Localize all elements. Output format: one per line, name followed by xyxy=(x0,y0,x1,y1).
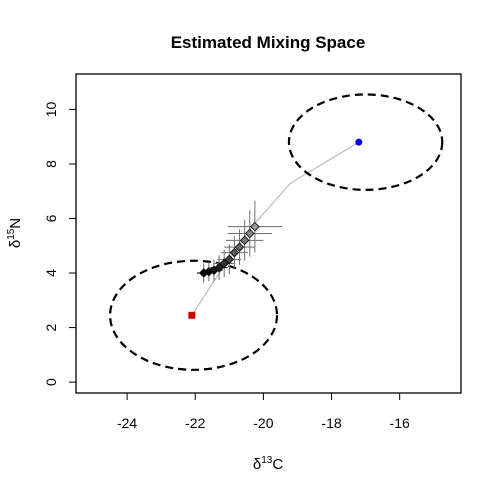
y-axis-label: δ15N xyxy=(6,218,24,248)
consumer-4-point xyxy=(214,262,224,273)
y-axis-label-element: N xyxy=(7,218,24,229)
y-tick-label: 8 xyxy=(43,160,59,168)
x-tick-label: -20 xyxy=(253,415,273,431)
consumer-8-point xyxy=(234,242,245,252)
x-axis-label: δ13C xyxy=(253,455,283,473)
consumer-11-point xyxy=(250,221,260,232)
y-axis-label-symbol: δ xyxy=(7,240,24,248)
plot-region xyxy=(108,93,444,371)
x-axis: -24 -22 -20 -18 -16 xyxy=(117,392,410,431)
y-axis: 0 2 4 6 8 10 xyxy=(43,101,77,386)
consumer-5-point xyxy=(219,258,229,269)
source-1-point xyxy=(188,311,196,319)
consumer-6-point xyxy=(224,254,235,265)
source-1-ellipse xyxy=(108,259,279,371)
y-axis-label-superscript: 15 xyxy=(6,228,17,240)
y-tick-label: 6 xyxy=(43,214,59,222)
x-tick-label: -24 xyxy=(117,415,137,431)
x-axis-label-superscript: 13 xyxy=(261,455,273,466)
y-tick-label: 0 xyxy=(43,378,59,386)
source-2-point xyxy=(355,138,363,146)
consumer-7-point xyxy=(229,247,240,258)
y-tick-label: 10 xyxy=(43,101,59,117)
x-tick-label: -16 xyxy=(390,415,410,431)
x-axis-label-element: C xyxy=(272,456,283,473)
mixing-line xyxy=(191,141,360,316)
consumer-10-point xyxy=(244,228,255,239)
y-tick-label: 4 xyxy=(43,269,59,277)
source-2-ellipse xyxy=(287,93,444,191)
y-tick-label: 2 xyxy=(43,323,59,331)
chart-title: Estimated Mixing Space xyxy=(171,33,366,52)
consumer-9-point xyxy=(239,235,250,246)
x-tick-label: -22 xyxy=(185,415,205,431)
x-axis-label-symbol: δ xyxy=(253,456,261,473)
x-tick-label: -18 xyxy=(321,415,341,431)
